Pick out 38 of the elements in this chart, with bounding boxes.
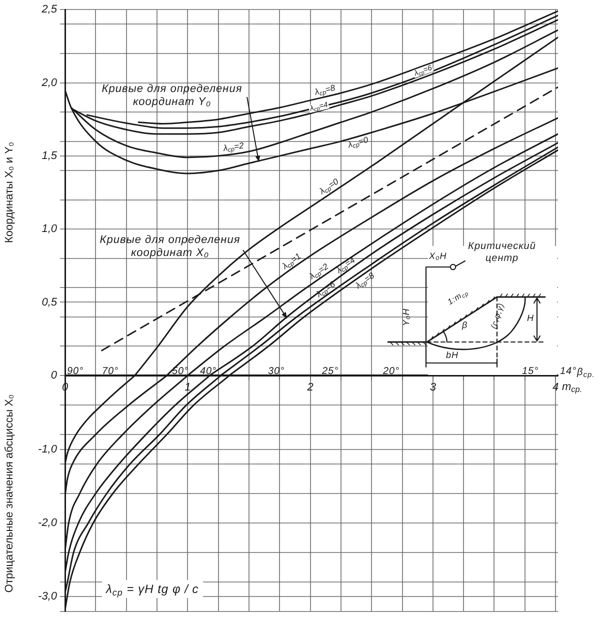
y-tick-label: 0	[50, 370, 58, 382]
x-tick-label: 2	[306, 381, 314, 394]
y-tick-label: 2,0	[40, 76, 58, 89]
y-axis-title: Отрицательные значения абсциссы X₀	[4, 394, 16, 593]
y-tick-label: -1,0	[38, 443, 58, 456]
y-tick-label: -3,0	[38, 590, 58, 603]
y-tick-label: 2,5	[40, 4, 58, 16]
y-tick-label: 1,0	[42, 223, 58, 236]
text: λ$_{ср}$=2	[223, 140, 245, 154]
annotation: Критический центр	[467, 241, 537, 265]
text: λ$_{ср}$=8	[314, 82, 336, 98]
annotation: 25°	[322, 366, 339, 378]
annotation: Y₀H	[401, 308, 412, 326]
annotation: H	[527, 313, 534, 324]
text: β$_{ср.}$	[577, 367, 595, 379]
annotation: (c,φ,γ)	[489, 302, 507, 330]
x-tick-label: 1	[184, 381, 191, 394]
x-tick-label: 4	[552, 381, 559, 394]
annotation: β	[462, 320, 468, 331]
annotation: 20°	[383, 366, 400, 378]
annotation: 15°	[522, 366, 539, 378]
annotation: Кривые для определения координат Y₀	[100, 83, 244, 109]
annotation: 30°	[268, 366, 285, 378]
annotation: bH	[446, 350, 459, 361]
annotation: 40°	[200, 366, 217, 378]
y-axis-title: Координаты X₀ и Y₀	[4, 142, 16, 244]
text: 14°	[560, 366, 577, 377]
annotation: X₀H	[429, 251, 447, 262]
annotation: 90°	[67, 366, 84, 378]
y-tick-label: 1,5	[42, 150, 58, 162]
y-tick-label: -2,0	[38, 517, 58, 530]
text: λ$_{ср}$=0	[346, 134, 370, 150]
annotation: Кривые для определения координат X₀	[98, 234, 242, 260]
annotation: 70°	[102, 366, 119, 378]
x-axis-title: m$_{ср.}$	[562, 380, 582, 394]
x-tick-label: 3	[430, 381, 437, 394]
y-tick-label: 0,5	[42, 296, 58, 308]
annotation: λ$_{ср}$ = γH tg φ / c	[102, 580, 203, 598]
